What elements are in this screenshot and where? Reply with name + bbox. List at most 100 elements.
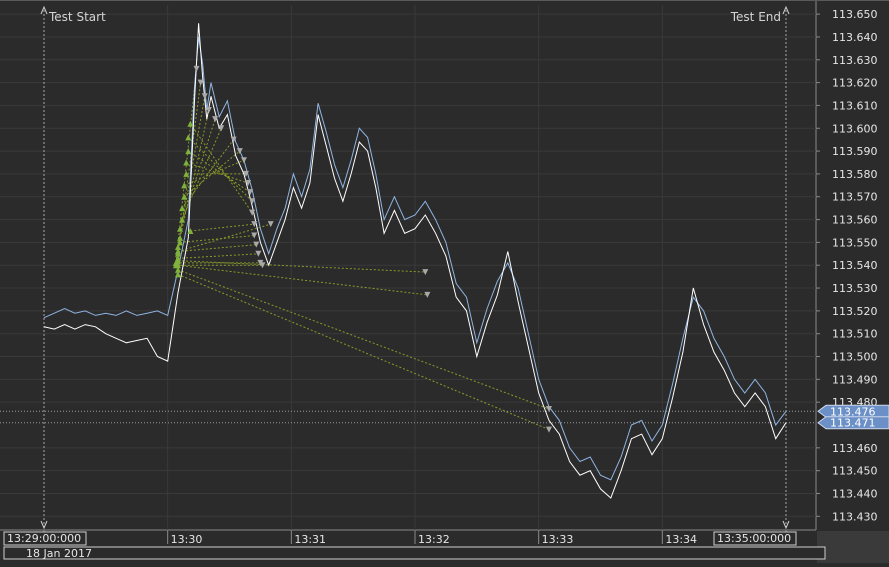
marker-arrow-down bbox=[40, 520, 48, 530]
y-tick-label: 113.440 bbox=[832, 487, 878, 500]
buy-entry-marker bbox=[183, 170, 190, 177]
axis-corner bbox=[817, 531, 889, 563]
buy-entry-marker bbox=[174, 271, 181, 278]
buy-entry-marker bbox=[177, 225, 184, 232]
buy-entry-marker bbox=[179, 216, 186, 223]
buy-entry-marker bbox=[174, 257, 181, 264]
exit-marker bbox=[253, 241, 260, 248]
y-tick-label: 113.630 bbox=[832, 54, 878, 67]
test-marker-label: Test Start bbox=[48, 10, 106, 24]
trade-line bbox=[179, 235, 255, 243]
trade-line bbox=[177, 264, 428, 296]
test-marker-label: Test End bbox=[730, 10, 781, 24]
y-tick-label: 113.620 bbox=[832, 77, 878, 90]
x-tick-label: 13:32 bbox=[418, 533, 450, 546]
exit-marker bbox=[230, 136, 237, 143]
y-tick-label: 113.600 bbox=[832, 122, 878, 135]
x-tick-label: 13:30 bbox=[171, 533, 203, 546]
exit-marker bbox=[255, 250, 262, 257]
buy-entry-marker bbox=[185, 134, 192, 141]
exit-marker bbox=[212, 116, 219, 123]
y-tick-label: 113.520 bbox=[832, 305, 878, 318]
buy-entry-marker bbox=[174, 262, 181, 269]
buy-entry-marker bbox=[187, 120, 194, 127]
buy-entry-marker bbox=[183, 159, 190, 166]
exit-marker bbox=[240, 157, 247, 164]
y-tick-label: 113.650 bbox=[832, 8, 878, 21]
exit-marker bbox=[193, 65, 200, 72]
exit-marker bbox=[247, 189, 254, 196]
buy-entry-marker bbox=[181, 182, 188, 189]
date-label: 18 Jan 2017 bbox=[26, 547, 92, 560]
y-tick-label: 113.570 bbox=[832, 191, 878, 204]
buy-entry-marker bbox=[174, 266, 181, 273]
buy-entry-marker bbox=[185, 148, 192, 155]
exit-marker bbox=[422, 269, 429, 276]
buy-entry-marker bbox=[177, 239, 184, 246]
x-tick-label: 13:34 bbox=[665, 533, 697, 546]
exit-marker bbox=[236, 148, 243, 155]
y-tick-label: 113.550 bbox=[832, 236, 878, 249]
exit-marker bbox=[424, 291, 431, 298]
buy-entry-marker bbox=[174, 243, 181, 250]
x-tick-label: 13:29:00:000 bbox=[7, 532, 81, 545]
buy-entry-marker bbox=[177, 234, 184, 241]
trade-line bbox=[186, 162, 249, 184]
exit-marker bbox=[251, 221, 258, 228]
buy-entry-marker bbox=[174, 248, 181, 255]
x-tick-label: 13:33 bbox=[542, 533, 574, 546]
trade-line bbox=[187, 137, 253, 202]
x-tick-box bbox=[713, 531, 797, 546]
marker-arrow-up bbox=[782, 5, 790, 15]
trade-line bbox=[177, 244, 257, 253]
y-tick-label: 113.460 bbox=[832, 442, 878, 455]
y-tick-label: 113.590 bbox=[832, 145, 878, 158]
date-box bbox=[3, 546, 826, 560]
trade-line bbox=[177, 82, 202, 254]
exit-marker bbox=[545, 426, 552, 433]
trade-line bbox=[177, 260, 426, 273]
y-tick-label: 113.500 bbox=[832, 351, 878, 364]
bid-price-line bbox=[43, 23, 787, 499]
y-tick-label: 113.540 bbox=[832, 259, 878, 272]
marker-arrow-up bbox=[40, 5, 48, 15]
exit-marker bbox=[201, 93, 208, 100]
buy-entry-marker bbox=[187, 227, 194, 234]
y-tick-label: 113.640 bbox=[832, 31, 878, 44]
price-tag bbox=[817, 416, 889, 430]
x-tick-label: 13:35:00:000 bbox=[717, 532, 791, 545]
exit-marker bbox=[245, 180, 252, 187]
exit-marker bbox=[267, 221, 274, 228]
buy-entry-marker bbox=[179, 205, 186, 212]
y-tick-label: 113.430 bbox=[832, 510, 878, 523]
exit-marker bbox=[242, 170, 249, 177]
price-tag-label: 113.476 bbox=[830, 405, 876, 418]
trade-line bbox=[177, 223, 271, 253]
trade-line bbox=[177, 273, 550, 431]
x-tick-label: 13:31 bbox=[294, 533, 326, 546]
exit-marker bbox=[249, 198, 256, 205]
exit-marker bbox=[197, 79, 204, 86]
exit-marker bbox=[545, 406, 552, 413]
y-tick-label: 113.450 bbox=[832, 465, 878, 478]
y-tick-label: 113.580 bbox=[832, 168, 878, 181]
buy-entry-marker bbox=[181, 193, 188, 200]
y-tick-label: 113.560 bbox=[832, 214, 878, 227]
trade-line bbox=[177, 253, 259, 259]
trade-line bbox=[190, 223, 255, 232]
exit-marker bbox=[205, 107, 212, 113]
exit-marker bbox=[249, 209, 256, 216]
y-tick-label: 113.530 bbox=[832, 282, 878, 295]
trade-line bbox=[179, 118, 216, 229]
exit-marker bbox=[259, 262, 266, 269]
exit-marker bbox=[251, 232, 258, 239]
y-tick-label: 113.610 bbox=[832, 99, 878, 112]
price-tag-label: 113.471 bbox=[830, 417, 876, 430]
marker-arrow-down bbox=[782, 520, 790, 530]
y-tick-label: 113.510 bbox=[832, 328, 878, 341]
x-tick-box bbox=[3, 531, 87, 546]
trade-line bbox=[188, 150, 251, 193]
exit-marker bbox=[218, 125, 225, 132]
trade-line bbox=[183, 159, 245, 186]
